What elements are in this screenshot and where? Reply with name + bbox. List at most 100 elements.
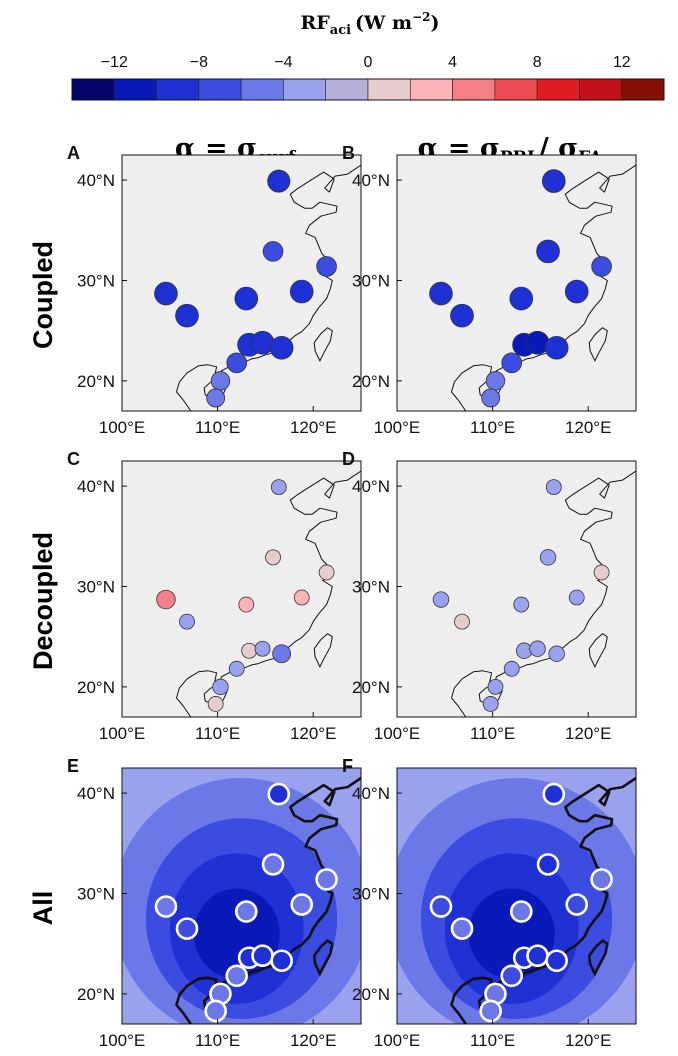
taiwan-outline: [313, 633, 333, 668]
site-marker: [454, 613, 470, 630]
y-tick-label: 30°N: [352, 577, 390, 596]
panel-letter: F: [342, 756, 353, 776]
y-tick-label: 30°N: [77, 884, 115, 903]
site-marker: [509, 900, 533, 923]
colorbar-tick-label: −4: [274, 54, 292, 71]
colorbar-bin: [240, 78, 284, 101]
panel-map-area: [397, 768, 636, 1024]
panel-frame: [121, 460, 362, 718]
site-marker: [542, 782, 566, 806]
row-label-all: All: [28, 891, 58, 926]
x-tick-label: 120°E: [565, 418, 612, 437]
panel-map-area: [122, 461, 361, 717]
panel-grid: 100°E 110°E 120°E 20°N 30°N 40°N A 100°E 110°E 12…: [67, 143, 637, 1050]
x-tick-label: 100°E: [374, 1031, 421, 1050]
panel-letter: B: [342, 143, 355, 163]
x-tick-label: 120°E: [290, 724, 337, 743]
panel-frame: [396, 460, 637, 718]
site-marker: [270, 949, 293, 973]
y-tick-label: 30°N: [77, 577, 115, 596]
site-marker: [241, 642, 258, 659]
site-marker: [526, 944, 549, 968]
site-marker: [479, 999, 502, 1023]
y-tick-label: 40°N: [77, 477, 115, 496]
colorbar-title-sub: aci: [330, 23, 351, 38]
panel-frame: [396, 767, 637, 1025]
site-marker: [225, 964, 249, 988]
site-marker: [210, 371, 231, 391]
site-marker: [481, 388, 501, 408]
site-marker: [269, 335, 294, 360]
site-marker: [548, 645, 565, 662]
site-marker: [254, 640, 271, 657]
site-marker: [432, 591, 450, 608]
site-marker: [536, 239, 560, 264]
x-tick-label: 100°E: [99, 1031, 146, 1050]
colorbar-bin: [156, 78, 200, 101]
colorbar-tick-label: 4: [448, 54, 457, 71]
colorbar-title-exp: −2: [412, 10, 430, 24]
site-marker: [529, 640, 546, 657]
x-tick-label: 120°E: [565, 1031, 612, 1050]
site-marker: [509, 286, 534, 311]
x-tick-label: 110°E: [470, 724, 515, 743]
x-tick-label: 100°E: [99, 724, 146, 743]
x-tick-label: 110°E: [470, 418, 515, 437]
site-marker: [272, 644, 292, 664]
colorbar-bin: [367, 78, 411, 101]
colorbar-bin: [579, 78, 623, 101]
site-marker: [290, 893, 314, 916]
x-tick-label: 100°E: [374, 724, 421, 743]
y-tick-label: 40°N: [352, 477, 390, 496]
site-marker: [565, 893, 589, 916]
panel-C: 100°E 110°E 120°E 20°N 30°N 40°N C: [67, 449, 362, 743]
site-marker: [450, 303, 474, 328]
panel-D: 100°E 110°E 120°E 20°N 30°N 40°N D: [342, 449, 637, 743]
colorbar-bin: [494, 78, 538, 101]
colorbar-bin: [536, 78, 580, 101]
site-marker: [545, 949, 568, 973]
panel-E: 100°E 110°E 120°E 20°N 30°N 40°N E: [67, 756, 362, 1050]
panel-map-area: [122, 768, 361, 1024]
colorbar-tick-label: −12: [101, 54, 128, 71]
map-background: [122, 461, 361, 717]
site-marker: [156, 589, 176, 610]
site-marker: [175, 303, 199, 328]
site-marker: [234, 286, 259, 311]
colorbar: −12 −8 −4 0 4 8 12: [71, 54, 665, 101]
site-marker: [179, 613, 195, 630]
x-tick-label: 110°E: [470, 1031, 515, 1050]
site-marker: [590, 868, 613, 891]
colorbar-bin: [198, 78, 242, 101]
site-marker: [212, 678, 229, 696]
y-tick-label: 20°N: [352, 678, 390, 697]
site-marker: [318, 564, 335, 581]
site-marker: [487, 678, 504, 695]
colorbar-bin: [621, 78, 665, 101]
site-marker: [541, 169, 566, 193]
site-marker: [501, 352, 523, 374]
site-marker: [315, 868, 338, 891]
y-tick-label: 40°N: [77, 784, 115, 803]
x-tick-label: 120°E: [290, 1031, 337, 1050]
site-marker: [154, 281, 178, 306]
row-label-coupled: Coupled: [28, 241, 58, 349]
panel-frame: [121, 154, 362, 412]
site-marker: [568, 589, 585, 606]
colorbar-bin: [283, 78, 327, 101]
panel-A: 100°E 110°E 120°E 20°N 30°N 40°N A: [67, 143, 362, 437]
y-tick-label: 40°N: [352, 784, 390, 803]
y-tick-label: 30°N: [352, 884, 390, 903]
site-marker: [482, 696, 499, 712]
y-tick-label: 40°N: [352, 171, 390, 190]
y-tick-label: 20°N: [77, 372, 115, 391]
site-marker: [234, 900, 258, 923]
site-marker: [429, 895, 453, 918]
panel-letter: E: [67, 756, 79, 776]
site-marker: [204, 999, 227, 1023]
panel-map-area: [122, 155, 361, 411]
colorbar-bin: [325, 78, 369, 101]
site-marker: [429, 281, 453, 306]
y-tick-label: 20°N: [352, 985, 390, 1004]
